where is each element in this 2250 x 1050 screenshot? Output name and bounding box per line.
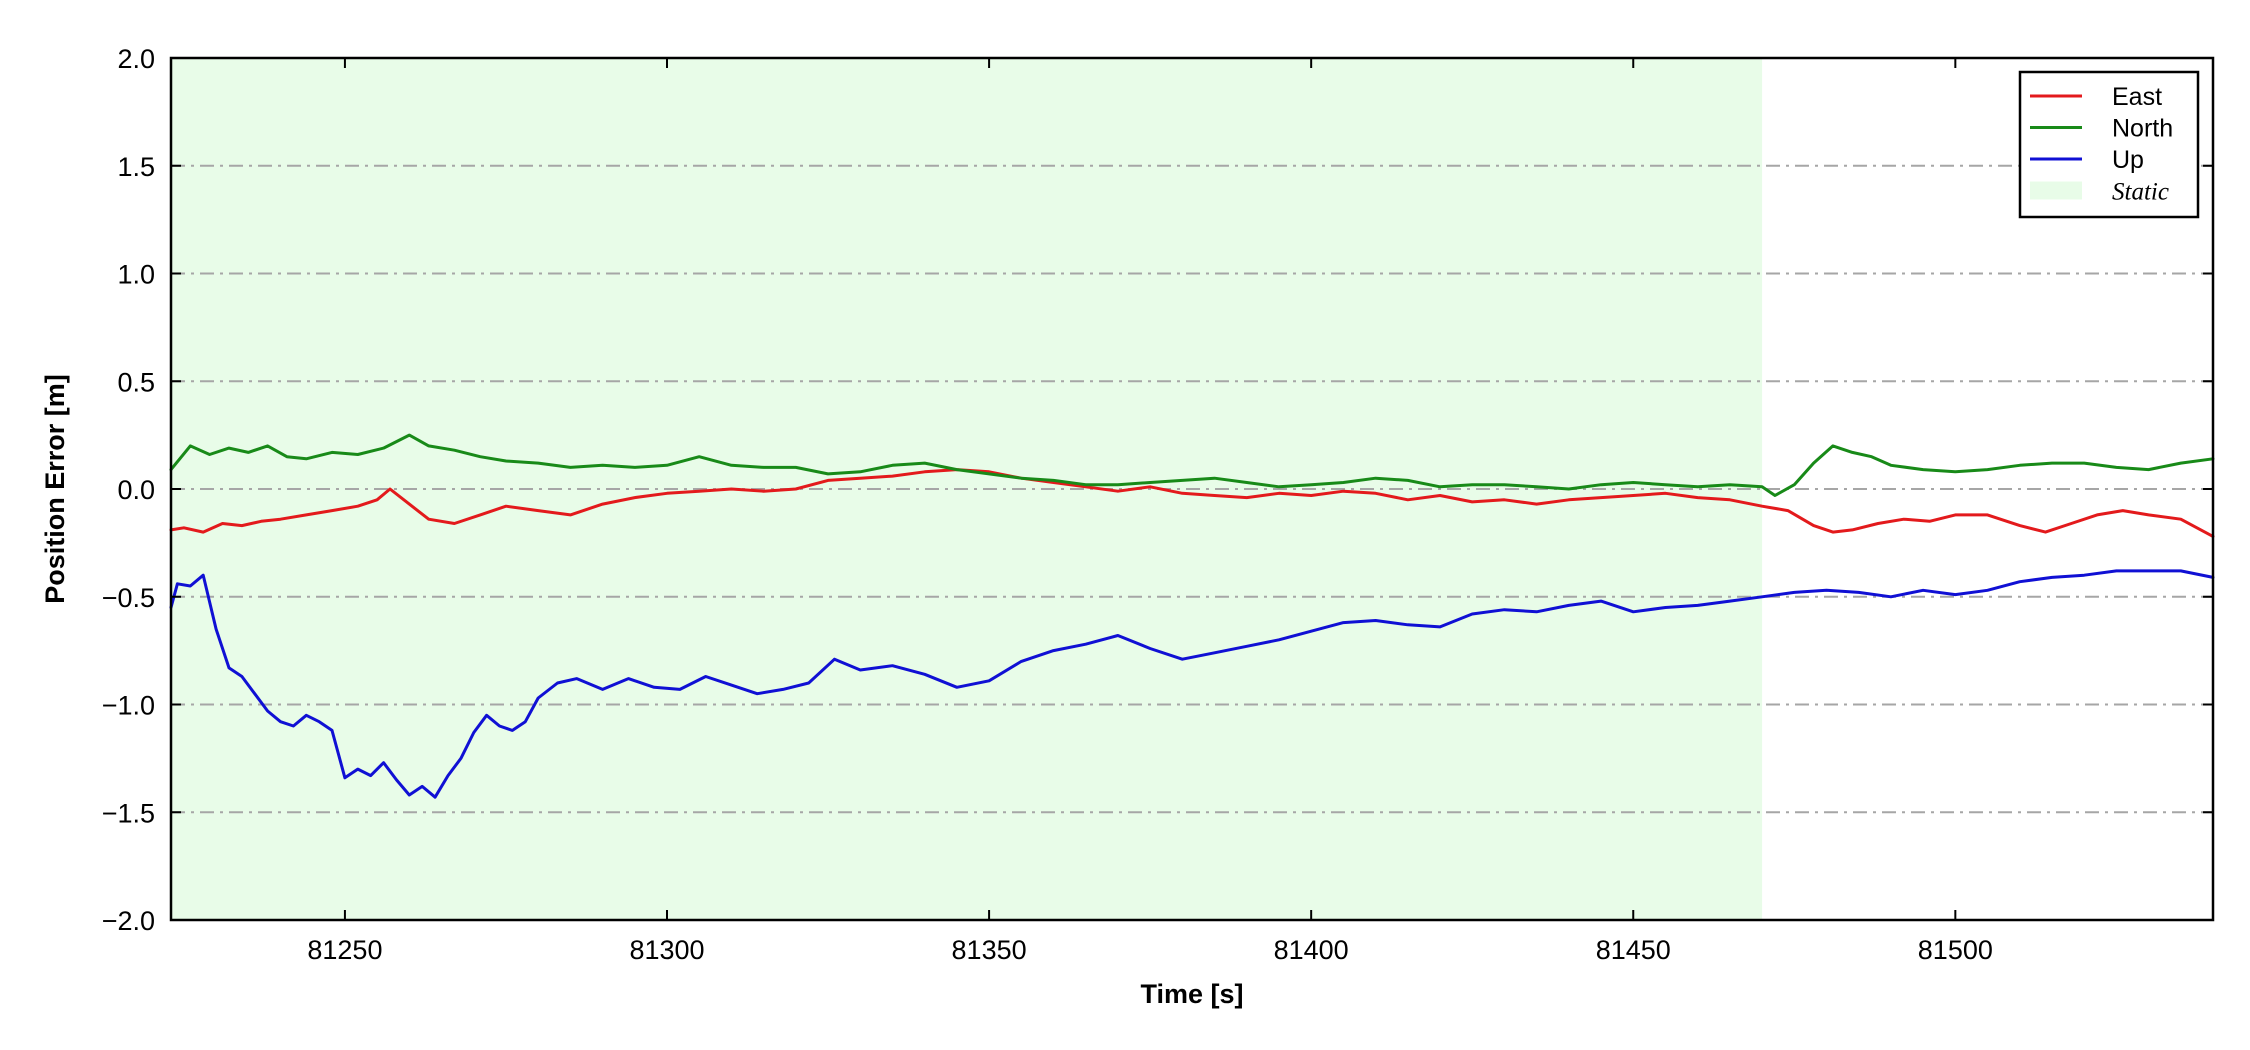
x-tick-label: 81350	[952, 935, 1027, 965]
y-tick-label: −1.0	[102, 691, 155, 721]
x-tick-label: 81400	[1274, 935, 1349, 965]
legend-swatch-static	[2030, 181, 2082, 200]
legend-label-east: East	[2112, 83, 2162, 111]
legend-label-static: Static	[2112, 179, 2169, 206]
x-axis-title: Time [s]	[1140, 979, 1243, 1009]
x-tick-label: 81300	[629, 935, 704, 965]
series-line-east	[169, 468, 2215, 538]
legend: East North Up Static	[2018, 70, 2200, 219]
legend-label-up: Up	[2112, 146, 2144, 174]
y-tick-label: −1.5	[102, 798, 155, 828]
legend-label-north: North	[2112, 115, 2173, 143]
y-tick-label: −2.0	[102, 906, 155, 936]
x-tick-label: 81250	[307, 935, 382, 965]
y-tick-label: 1.5	[117, 152, 155, 182]
y-tick-label: 2.0	[117, 44, 155, 74]
series-line-up	[169, 569, 2215, 799]
y-tick-label: 0.0	[117, 475, 155, 505]
x-tick-label: 81450	[1596, 935, 1671, 965]
y-tick-label: 0.5	[117, 367, 155, 397]
y-tick-label: 1.0	[117, 260, 155, 290]
y-tick-label: −0.5	[102, 583, 155, 613]
y-axis-title: Position Error [m]	[40, 374, 70, 604]
series-line-north	[169, 433, 2215, 497]
x-tick-label: 81500	[1918, 935, 1993, 965]
